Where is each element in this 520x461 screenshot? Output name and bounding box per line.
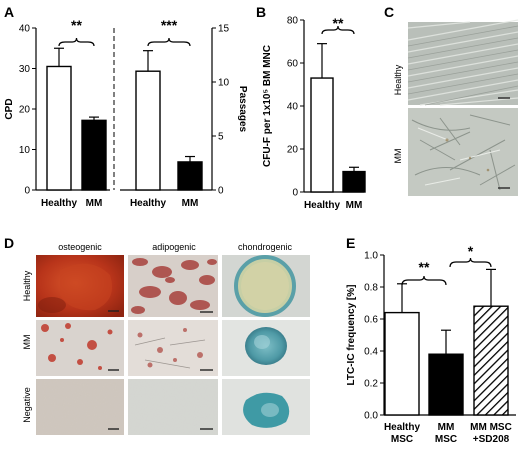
A-right-ytick-label: 10 <box>218 78 230 89</box>
E-significance: ** <box>419 259 430 275</box>
A-left-bracket <box>58 37 95 47</box>
panel-c: Healthy MM <box>393 19 519 196</box>
B-ylabel: CFU-F per 1x10⁵ BM MNC <box>262 45 273 167</box>
A-left-ytick-label: 10 <box>19 145 31 156</box>
A-right-ytick-label: 5 <box>218 132 224 143</box>
A-right-ytick-label: 15 <box>218 24 230 35</box>
A-right-significance: *** <box>161 17 178 33</box>
B-category-label: Healthy <box>304 200 341 211</box>
d-adipogenic-negative <box>128 379 218 435</box>
A-left-ytick-label: 30 <box>19 64 31 75</box>
A-right-bar <box>177 161 203 191</box>
B-ytick-label: 40 <box>287 102 299 113</box>
E-ytick-label: 1.0 <box>364 251 378 262</box>
E-ytick-label: 0.0 <box>364 411 378 422</box>
d-osteogenic-healthy <box>36 255 124 317</box>
E-ytick-label: 0.8 <box>364 283 378 294</box>
E-category-label: MM <box>438 422 455 433</box>
d-adipogenic-healthy <box>128 255 218 317</box>
panel-d: osteogenic adipogenic chondrogenic Healt… <box>22 242 310 435</box>
chart-e-ltcic: 0.0 0.2 0.4 0.6 0.8 1.0 LTC-IC frequency [%] He… <box>346 243 516 445</box>
c-micrograph-mm <box>408 108 518 196</box>
E-ytick-label: 0.6 <box>364 315 378 326</box>
A-left-significance: ** <box>71 17 82 33</box>
panel-label-d: D <box>4 235 14 251</box>
d-chondrogenic-mm <box>222 320 310 376</box>
A-right-ylabel: Passages <box>237 86 248 133</box>
B-category-label: MM <box>346 200 363 211</box>
A-right-category-label: MM <box>182 198 199 209</box>
panel-label-a: A <box>4 4 14 20</box>
A-left-ytick-label: 20 <box>19 105 31 116</box>
B-ytick-label: 80 <box>287 16 299 27</box>
panel-label-c: C <box>384 4 394 20</box>
c-row-label-mm: MM <box>393 149 403 164</box>
A-left-category-label: Healthy <box>41 198 78 209</box>
c-row-label-healthy: Healthy <box>393 64 403 95</box>
A-right-bracket <box>147 37 191 47</box>
d-osteogenic-negative <box>36 379 124 435</box>
E-category-label: MSC <box>391 434 413 445</box>
panel-label-b: B <box>256 4 266 20</box>
chart-a-passages: 0 5 10 15 Passages Healthy MM *** <box>120 17 248 209</box>
E-ylabel: LTC-IC frequency [%] <box>346 285 357 386</box>
c-micrograph-healthy <box>407 19 519 106</box>
chart-a-cpd: 0 10 20 30 40 CPD Healthy MM ** <box>4 17 110 209</box>
B-ytick-label: 60 <box>287 59 299 70</box>
A-left-ylabel: CPD <box>4 98 15 119</box>
E-ytick-label: 0.2 <box>364 379 378 390</box>
B-bar <box>342 170 366 193</box>
d-col-label-adipogenic: adipogenic <box>152 242 196 252</box>
E-bar <box>473 305 509 416</box>
B-ytick-label: 0 <box>292 188 298 199</box>
E-category-label: MSC <box>435 434 457 445</box>
panel-label-e: E <box>346 235 355 251</box>
E-bar <box>384 311 420 416</box>
d-row-label-healthy: Healthy <box>22 270 32 301</box>
A-left-bar <box>46 65 72 191</box>
E-significance: * <box>468 243 474 259</box>
E-bracket <box>401 275 447 286</box>
B-bar <box>310 77 334 193</box>
E-category-label: Healthy <box>384 422 421 433</box>
A-right-bar <box>135 70 161 191</box>
d-row-label-mm: MM <box>22 335 32 350</box>
A-left-bar <box>81 119 107 191</box>
A-right-ytick-label: 0 <box>218 186 224 197</box>
B-significance: ** <box>333 15 344 31</box>
A-left-ytick-label: 40 <box>19 24 31 35</box>
E-ytick-label: 0.4 <box>364 347 378 358</box>
d-row-label-negative: Negative <box>22 387 32 423</box>
A-left-ytick-label: 0 <box>24 186 30 197</box>
chart-b-cfu: 0 20 40 60 80 CFU-F per 1x10⁵ BM MNC Healthy MM… <box>262 15 366 211</box>
d-osteogenic-mm <box>36 320 124 376</box>
E-bracket <box>449 257 492 268</box>
A-right-category-label: Healthy <box>130 198 167 209</box>
E-category-label: +SD208 <box>473 434 510 445</box>
B-ytick-label: 20 <box>287 145 299 156</box>
B-bracket <box>321 25 355 35</box>
E-category-label: MM MSC <box>470 422 512 433</box>
d-chondrogenic-negative <box>222 379 310 435</box>
d-chondrogenic-healthy <box>222 255 310 317</box>
A-left-category-label: MM <box>86 198 103 209</box>
E-bar <box>428 353 464 416</box>
d-col-label-osteogenic: osteogenic <box>58 242 102 252</box>
d-col-label-chondrogenic: chondrogenic <box>238 242 293 252</box>
d-adipogenic-mm <box>128 320 218 376</box>
